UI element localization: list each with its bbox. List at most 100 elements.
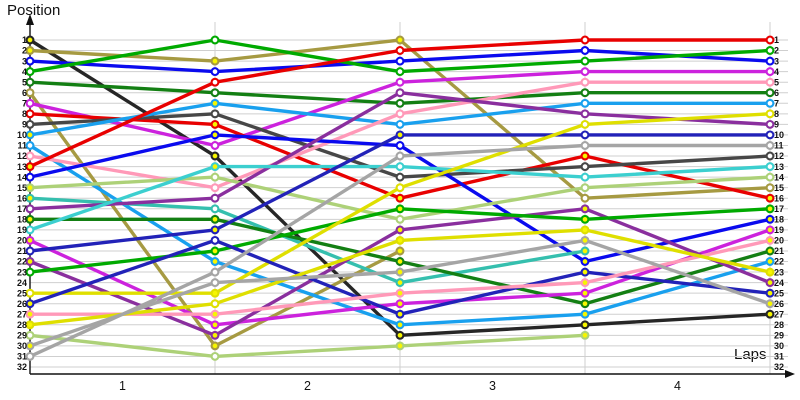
series-marker-car-start-18 bbox=[25, 214, 35, 224]
series-marker-car-start-19 bbox=[395, 162, 405, 172]
series-marker-car-start-27 bbox=[25, 309, 35, 319]
series-marker-car-start-3 bbox=[210, 67, 220, 77]
series-marker-car-start-28 bbox=[25, 320, 35, 330]
series-marker-car-start-7 bbox=[765, 67, 775, 77]
series-marker-car-start-31 bbox=[580, 141, 590, 150]
series-marker-car-start-20 bbox=[580, 288, 590, 298]
y-tick-left-3: 3 bbox=[22, 56, 27, 66]
series-marker-car-start-30 bbox=[765, 299, 775, 309]
series-marker-car-start-5 bbox=[210, 88, 220, 98]
series-marker-car-start-9 bbox=[210, 109, 220, 119]
series-marker-car-start-28 bbox=[210, 299, 220, 309]
series-marker-car-start-7 bbox=[395, 77, 405, 87]
series-marker-car-start-11 bbox=[395, 320, 405, 330]
series-marker-car-start-18 bbox=[765, 246, 775, 256]
y-tick-left-17: 17 bbox=[17, 204, 27, 214]
y-tick-left-32: 32 bbox=[17, 362, 27, 372]
series-marker-car-start-4 bbox=[580, 56, 590, 66]
y-tick-left-30: 30 bbox=[17, 341, 27, 351]
y-tick-right-9: 9 bbox=[774, 120, 779, 130]
series-marker-car-start-22 bbox=[25, 257, 35, 266]
series-marker-car-start-11 bbox=[210, 257, 220, 266]
series-marker-car-start-21 bbox=[765, 130, 775, 140]
y-tick-right-25: 25 bbox=[774, 288, 784, 298]
y-axis-arrow-icon bbox=[26, 14, 34, 25]
series-marker-car-start-18 bbox=[395, 257, 405, 266]
y-tick-left-25: 25 bbox=[17, 288, 27, 298]
series-marker-car-start-6 bbox=[395, 246, 405, 256]
y-tick-left-4: 4 bbox=[22, 67, 27, 77]
y-tick-left-2: 2 bbox=[22, 46, 27, 56]
series-marker-car-start-22 bbox=[395, 225, 405, 235]
series-marker-car-start-5 bbox=[765, 88, 775, 98]
series-marker-car-start-2 bbox=[580, 193, 590, 203]
series-marker-car-start-30 bbox=[210, 278, 220, 288]
series-marker-car-start-12 bbox=[210, 183, 220, 193]
y-tick-right-3: 3 bbox=[774, 56, 779, 66]
series-marker-car-start-14 bbox=[765, 214, 775, 224]
series-marker-car-start-10 bbox=[25, 130, 35, 140]
series-marker-car-start-6 bbox=[25, 88, 35, 98]
y-tick-left-29: 29 bbox=[17, 331, 27, 341]
series-marker-car-start-4 bbox=[210, 35, 220, 45]
series-marker-car-start-14 bbox=[210, 130, 220, 140]
series-marker-car-start-17 bbox=[395, 88, 405, 98]
series-marker-car-start-3 bbox=[580, 46, 590, 55]
series-marker-car-start-23 bbox=[210, 246, 220, 256]
series-marker-car-start-29 bbox=[580, 330, 590, 340]
series-marker-car-start-13 bbox=[395, 46, 405, 55]
y-tick-right-26: 26 bbox=[774, 299, 784, 309]
series-marker-car-start-21 bbox=[395, 130, 405, 140]
series-marker-car-start-15 bbox=[210, 172, 220, 182]
y-tick-left-31: 31 bbox=[17, 352, 27, 362]
y-tick-left-5: 5 bbox=[22, 77, 27, 87]
y-tick-right-7: 7 bbox=[774, 99, 779, 109]
y-tick-left-14: 14 bbox=[17, 172, 27, 182]
y-tick-right-20: 20 bbox=[774, 236, 784, 246]
y-tick-right-14: 14 bbox=[774, 172, 784, 182]
series-marker-car-start-26 bbox=[25, 299, 35, 309]
series-marker-car-start-5 bbox=[580, 88, 590, 98]
y-tick-left-9: 9 bbox=[22, 120, 27, 130]
y-tick-left-1: 1 bbox=[22, 35, 27, 45]
series-marker-car-start-8 bbox=[210, 119, 220, 129]
y-tick-right-13: 13 bbox=[774, 162, 784, 172]
series-marker-car-start-2 bbox=[210, 56, 220, 66]
y-tick-right-22: 22 bbox=[774, 257, 784, 267]
series-marker-car-start-11 bbox=[765, 257, 775, 266]
y-tick-left-13: 13 bbox=[17, 162, 27, 172]
series-marker-car-start-28 bbox=[580, 225, 590, 235]
y-tick-left-16: 16 bbox=[17, 193, 27, 203]
series-marker-car-start-2 bbox=[395, 35, 405, 45]
series-marker-car-start-19 bbox=[210, 162, 220, 172]
series-marker-car-start-14 bbox=[25, 172, 35, 182]
series-marker-car-start-27 bbox=[210, 309, 220, 319]
series-marker-car-start-23 bbox=[580, 214, 590, 224]
y-tick-right-15: 15 bbox=[774, 183, 784, 193]
series-marker-car-start-25 bbox=[25, 288, 35, 298]
series-marker-car-start-8 bbox=[395, 193, 405, 203]
series-marker-car-start-18 bbox=[580, 299, 590, 309]
series-marker-car-start-5 bbox=[395, 98, 405, 108]
series-marker-car-start-23 bbox=[395, 204, 405, 214]
series-marker-car-start-30 bbox=[395, 267, 405, 277]
series-marker-car-start-13 bbox=[580, 35, 590, 45]
y-tick-left-12: 12 bbox=[17, 151, 27, 161]
series-marker-car-start-31 bbox=[210, 267, 220, 277]
x-tick-4: 4 bbox=[674, 379, 681, 393]
series-marker-car-start-14 bbox=[580, 257, 590, 266]
series-marker-car-start-6 bbox=[210, 341, 220, 351]
series-marker-car-start-8 bbox=[765, 193, 775, 203]
series-marker-car-start-26 bbox=[580, 267, 590, 277]
series-marker-car-start-29 bbox=[395, 341, 405, 351]
series-marker-car-start-15 bbox=[25, 183, 35, 193]
y-tick-left-11: 11 bbox=[17, 141, 27, 151]
y-tick-right-10: 10 bbox=[774, 130, 784, 140]
series-marker-car-start-7 bbox=[210, 141, 220, 150]
series-marker-car-start-30 bbox=[580, 235, 590, 245]
y-tick-left-26: 26 bbox=[17, 299, 27, 309]
x-tick-2: 2 bbox=[304, 379, 311, 393]
series-marker-car-start-26 bbox=[395, 309, 405, 319]
y-tick-right-8: 8 bbox=[774, 109, 779, 119]
